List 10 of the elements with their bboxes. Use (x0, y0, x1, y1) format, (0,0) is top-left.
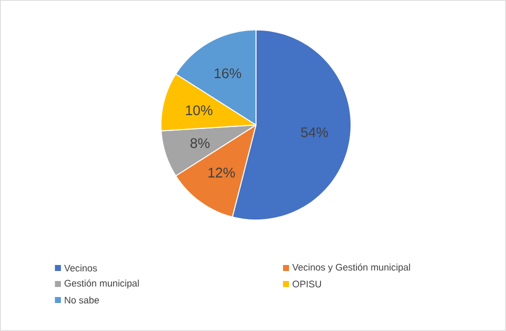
data-label: 8% (190, 138, 210, 148)
legend-label: No sabe (64, 296, 99, 304)
legend-label: OPISU (292, 280, 321, 288)
legend-label: Vecinos (64, 264, 97, 272)
data-label: 12% (208, 168, 235, 178)
data-label: 54% (301, 127, 328, 138)
legend-label: Gestión municipal (64, 280, 139, 289)
data-label: 16% (214, 68, 242, 78)
legend-label: Vecinos y Gestión municipal (292, 264, 410, 273)
data-label: 10% (186, 105, 212, 116)
